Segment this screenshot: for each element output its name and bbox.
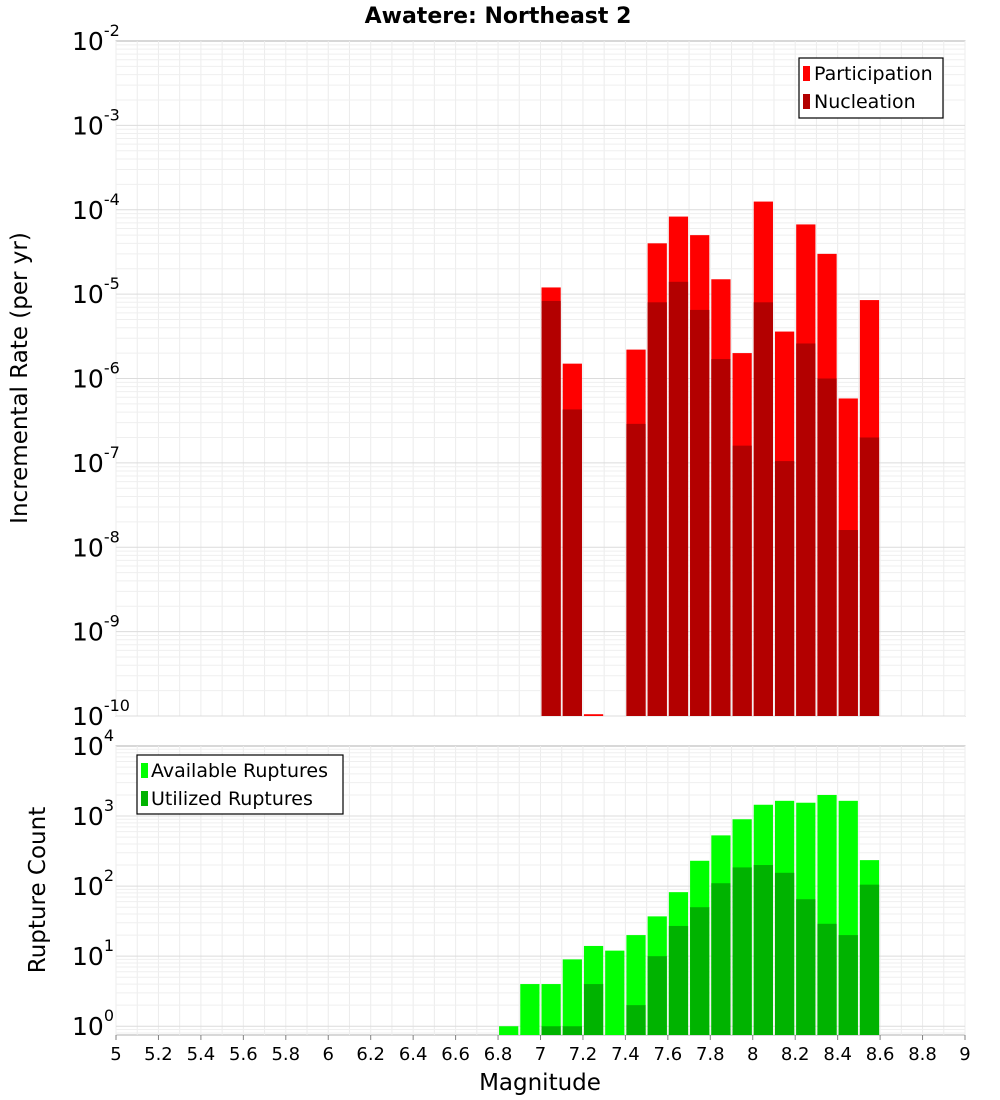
- bottom-bar-available-ruptures: [562, 959, 582, 1035]
- top-bar-nucleation: [732, 445, 752, 716]
- top-y-tick-label: 10-4: [72, 190, 120, 225]
- bottom-bar-available-ruptures: [499, 1026, 519, 1035]
- bottom-y-tick-label: 103: [72, 796, 114, 831]
- top-y-tick-label: 10-8: [72, 527, 120, 562]
- top-bar-nucleation: [859, 437, 880, 716]
- bottom-bar-utilized-ruptures: [796, 899, 816, 1035]
- legend-swatch-available: [141, 763, 148, 778]
- legend-label-available: Available Ruptures: [151, 760, 328, 782]
- bottom-bar-utilized-ruptures: [711, 883, 731, 1035]
- bottom-y-tick-label: 100: [72, 1006, 114, 1041]
- bottom-plot: 100 101 102 103 104 5 5.2 5.4 5.6 5.8 6 6.2 6.4 6.6 6…: [25, 726, 971, 1096]
- top-legend: Participation Nucleation: [798, 57, 944, 119]
- x-tick-label: 8: [747, 1044, 758, 1065]
- x-tick-label: 7: [535, 1044, 546, 1065]
- bottom-bar-utilized-ruptures: [817, 923, 837, 1035]
- top-grid: [115, 41, 966, 717]
- top-bar-nucleation: [668, 281, 689, 716]
- x-tick-label: 7.2: [569, 1044, 598, 1065]
- bottom-legend-box: [136, 754, 344, 815]
- top-legend-box: [798, 57, 944, 119]
- legend-swatch-utilized: [141, 791, 148, 806]
- top-bar-nucleation: [817, 378, 837, 716]
- bottom-y-tick-label: 101: [72, 936, 114, 971]
- bottom-bar-available-ruptures: [541, 984, 561, 1035]
- x-tick-label: 5.8: [271, 1044, 300, 1065]
- x-tick-label: 7.6: [654, 1044, 683, 1065]
- x-tick-label: 5.2: [144, 1044, 173, 1065]
- x-tick-label: 9: [959, 1044, 970, 1065]
- top-y-tick-label: 10-3: [72, 105, 120, 140]
- x-tick-label: 6.8: [484, 1044, 513, 1065]
- bottom-y-tick-label: 104: [72, 726, 114, 761]
- bottom-bar-available-ruptures: [605, 950, 625, 1035]
- bottom-bar-utilized-ruptures: [774, 872, 795, 1035]
- top-y-tick-labels: 10-10 10-9 10-8 10-7 10-6 10-5 10-4 10-3 10-2: [72, 21, 130, 731]
- top-bar-nucleation: [562, 409, 582, 716]
- top-bar-nucleation: [838, 530, 858, 716]
- x-tick-label: 8.4: [823, 1044, 852, 1065]
- bottom-legend: Available Ruptures Utilized Ruptures: [136, 754, 344, 815]
- bottom-bar-utilized-ruptures: [668, 925, 689, 1035]
- x-tick-labels: 5 5.2 5.4 5.6 5.8 6 6.2 6.4 6.6 6.8 7 7.2 7.4 7.6 7.8 8…: [110, 1035, 971, 1065]
- bottom-bar-utilized-ruptures: [562, 1026, 582, 1035]
- bottom-y-tick-label: 102: [72, 866, 114, 901]
- x-tick-label: 8.2: [781, 1044, 810, 1065]
- bottom-bar-utilized-ruptures: [732, 867, 752, 1035]
- x-tick-label: 8.8: [908, 1044, 937, 1065]
- bottom-bar-available-ruptures: [520, 984, 540, 1035]
- bottom-bar-utilized-ruptures: [859, 884, 880, 1035]
- legend-label-participation: Participation: [814, 63, 933, 85]
- top-bar-nucleation: [647, 302, 667, 716]
- x-tick-label: 6.2: [356, 1044, 385, 1065]
- x-tick-label: 6.4: [399, 1044, 428, 1065]
- top-bar-nucleation: [541, 300, 561, 716]
- top-y-axis-label: Incremental Rate (per yr): [7, 232, 33, 524]
- bottom-bar-utilized-ruptures: [838, 935, 858, 1035]
- top-y-tick-label: 10-2: [72, 21, 120, 56]
- top-y-tick-label: 10-5: [72, 274, 120, 309]
- top-plot: 10-10 10-9 10-8 10-7 10-6 10-5 10-4 10-3 10-2 In…: [7, 21, 966, 731]
- x-tick-label: 5.6: [229, 1044, 258, 1065]
- top-bar-nucleation: [774, 461, 795, 716]
- bottom-bar-utilized-ruptures: [647, 956, 667, 1035]
- top-bar-nucleation: [626, 423, 646, 716]
- top-bar-nucleation: [690, 309, 710, 716]
- legend-label-nucleation: Nucleation: [814, 91, 916, 113]
- x-axis-label: Magnitude: [479, 1070, 601, 1096]
- top-bar-participation: [583, 714, 604, 716]
- bottom-bar-utilized-ruptures: [626, 1005, 646, 1035]
- top-y-tick-label: 10-7: [72, 443, 120, 478]
- top-bars: [541, 201, 880, 717]
- bottom-bar-utilized-ruptures: [753, 865, 773, 1035]
- top-bar-nucleation: [753, 302, 773, 716]
- top-y-tick-label: 10-6: [72, 359, 120, 394]
- x-tick-label: 6.6: [441, 1044, 470, 1065]
- chart-title: Awatere: Northeast 2: [365, 4, 632, 29]
- top-bar-nucleation: [796, 343, 816, 716]
- bottom-bar-utilized-ruptures: [690, 907, 710, 1035]
- top-bar-nucleation: [711, 359, 731, 716]
- bottom-bars: [499, 794, 880, 1035]
- top-y-tick-label: 10-9: [72, 612, 120, 647]
- x-tick-label: 7.4: [611, 1044, 640, 1065]
- x-tick-label: 8.6: [866, 1044, 895, 1065]
- x-tick-label: 5: [110, 1044, 121, 1065]
- bottom-bar-utilized-ruptures: [583, 984, 604, 1035]
- legend-label-utilized: Utilized Ruptures: [151, 788, 313, 810]
- legend-swatch-participation: [803, 66, 810, 81]
- bottom-bar-utilized-ruptures: [541, 1026, 561, 1035]
- x-tick-label: 6: [323, 1044, 334, 1065]
- x-tick-label: 5.4: [187, 1044, 216, 1065]
- bottom-y-tick-labels: 100 101 102 103 104: [72, 726, 114, 1041]
- bottom-y-axis-label: Rupture Count: [25, 807, 51, 973]
- legend-swatch-nucleation: [803, 94, 810, 109]
- x-tick-label: 7.8: [696, 1044, 725, 1065]
- top-y-tick-label: 10-10: [72, 696, 130, 731]
